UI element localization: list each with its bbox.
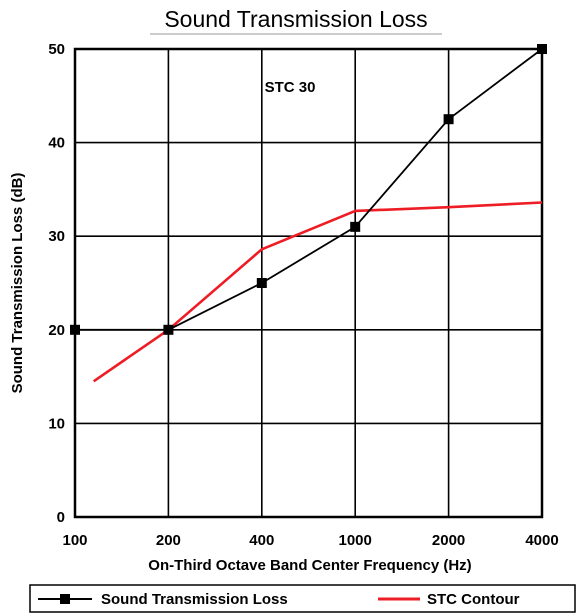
y-tick-labels: 0 10 20 30 40 50 bbox=[48, 41, 65, 526]
x-tick-label: 4000 bbox=[525, 532, 558, 549]
x-tick-label: 1000 bbox=[339, 532, 372, 549]
x-axis-title: On-Third Octave Band Center Frequency (H… bbox=[148, 557, 471, 574]
plot-frame bbox=[73, 47, 544, 519]
chart-title: Sound Transmission Loss bbox=[164, 6, 427, 32]
x-tick-labels: 100 200 400 1000 2000 4000 bbox=[62, 532, 558, 549]
y-tick-label: 50 bbox=[48, 41, 65, 58]
data-point bbox=[350, 221, 361, 232]
data-point bbox=[70, 324, 80, 335]
series-line-stc-contour bbox=[92, 201, 543, 383]
data-point bbox=[163, 324, 174, 335]
data-point bbox=[256, 278, 267, 288]
y-tick-label: 20 bbox=[48, 322, 65, 339]
legend: Sound Transmission Loss STC Contour bbox=[29, 584, 576, 613]
data-point bbox=[443, 114, 454, 125]
grid bbox=[74, 48, 543, 518]
x-tick-label: 200 bbox=[156, 532, 181, 549]
x-tick-label: 400 bbox=[249, 532, 274, 549]
y-axis-title: Sound Transmission Loss (dB) bbox=[9, 173, 26, 394]
legend-box bbox=[29, 584, 576, 613]
y-tick-label: 40 bbox=[48, 135, 65, 152]
series-line-sound-transmission-loss bbox=[75, 48, 543, 331]
data-point bbox=[537, 44, 547, 54]
stc-annotation: STC 30 bbox=[265, 79, 316, 96]
legend-marker bbox=[60, 594, 70, 604]
legend-label: Sound Transmission Loss bbox=[101, 591, 288, 608]
y-tick-label: 30 bbox=[48, 228, 65, 245]
y-tick-label: 0 bbox=[57, 509, 65, 526]
x-tick-label: 100 bbox=[62, 532, 87, 549]
series-layer bbox=[70, 44, 547, 383]
legend-label: STC Contour bbox=[427, 591, 520, 608]
x-tick-label: 2000 bbox=[432, 532, 465, 549]
y-tick-label: 10 bbox=[48, 415, 65, 432]
